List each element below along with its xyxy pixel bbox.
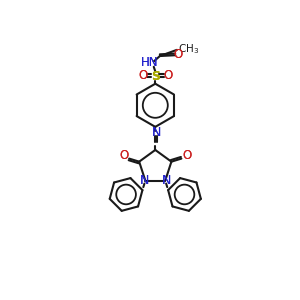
Text: S: S [151, 70, 160, 83]
Text: N: N [152, 126, 161, 139]
Text: O: O [138, 69, 148, 82]
Text: O: O [119, 149, 128, 162]
Text: HN: HN [141, 56, 159, 69]
Text: N: N [152, 126, 161, 139]
Text: O: O [119, 149, 128, 162]
Text: O: O [163, 69, 172, 82]
Text: O: O [163, 69, 172, 82]
Text: O: O [182, 149, 191, 162]
Text: N: N [140, 174, 149, 187]
Text: S: S [151, 70, 160, 83]
Text: O: O [138, 69, 148, 82]
Text: HN: HN [141, 56, 159, 69]
Text: N: N [161, 174, 171, 187]
Text: N: N [140, 174, 149, 187]
Text: O: O [174, 48, 183, 61]
Text: N: N [161, 174, 171, 187]
Text: CH$_3$: CH$_3$ [178, 42, 199, 56]
Text: O: O [174, 48, 183, 61]
Text: O: O [182, 149, 191, 162]
